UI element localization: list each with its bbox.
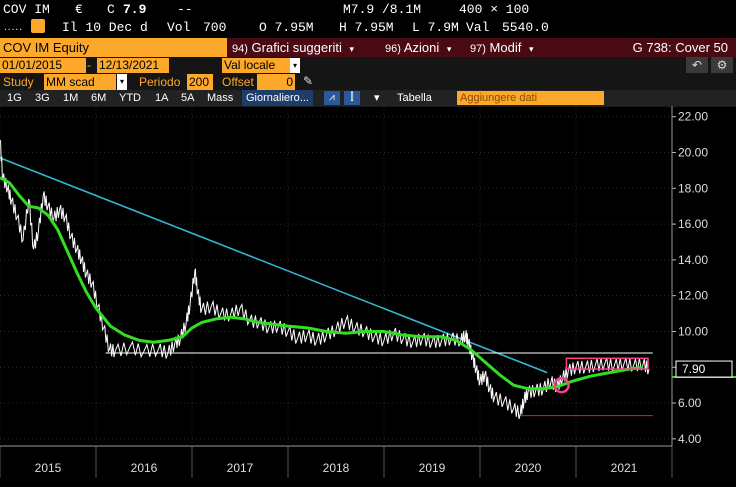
caret-down-icon: ▾ (528, 44, 534, 54)
tab-3g[interactable]: 3G (35, 92, 50, 104)
menu-number: 97) (470, 43, 486, 55)
x-tick-label: 2018 (323, 461, 350, 475)
quote-line: COV IM € C 7.9 -- M7.9 /8.1M 400 × 100 (0, 0, 736, 18)
ticker: COV IM (3, 2, 50, 17)
y-tick-label: 14.00 (678, 253, 708, 267)
y-tick-label: 16.00 (678, 217, 708, 231)
menu-number: 94) (232, 43, 248, 55)
price-series (0, 139, 650, 420)
bid-ask-size: 400 × 100 (459, 2, 530, 17)
frequency-label: Giornaliero (246, 92, 300, 104)
x-tick-label: 2020 (515, 461, 542, 475)
tab-ytd[interactable]: YTD (119, 92, 141, 104)
start-date-field[interactable]: 01/01/2015 (0, 58, 86, 73)
quote-detail-line: ..... Il 10 Dec d Vol 700 O 7.95M H 7.95… (0, 18, 736, 36)
y-tick-label: 12.00 (678, 289, 708, 303)
security-field[interactable]: COV IM Equity (0, 38, 227, 57)
pen-icon[interactable]: ✎ (303, 74, 314, 88)
y-axis: 22.0020.0018.0016.0014.0012.0010.008.006… (671, 106, 736, 446)
change: -- (177, 2, 193, 17)
chevron-down-icon[interactable]: ▾ (117, 74, 127, 90)
x-tick-label: 2017 (227, 461, 254, 475)
x-tick-label: 2019 (419, 461, 446, 475)
bar-chart-icon[interactable]: ⫿ (344, 91, 360, 105)
tab-1m[interactable]: 1M (63, 92, 79, 104)
price-line (0, 139, 650, 420)
period-label: Periodo (139, 75, 181, 89)
low-value: L 7.9M (412, 20, 459, 35)
high-value: H 7.95M (339, 20, 394, 35)
line-chart-icon[interactable]: ⩘ (324, 91, 340, 105)
end-date-field[interactable]: 12/13/2021 (97, 58, 169, 73)
y-tick-label: 4.00 (678, 432, 702, 446)
tab-6m[interactable]: 6M (91, 92, 107, 104)
grid (0, 106, 672, 446)
title-bar: COV IM Equity 94) Grafici suggeriti ▾ 96… (0, 38, 736, 57)
last-value-box (675, 360, 733, 378)
y-tick-label: 10.00 (678, 324, 708, 338)
dots: ..... (3, 24, 23, 33)
menu-modif[interactable]: 97) Modif ▾ (470, 38, 533, 57)
menu-label: Modif (489, 40, 522, 55)
ticker-status-icon (31, 19, 45, 33)
menu-label: Grafici suggeriti (251, 40, 342, 55)
open-value: O 7.95M (259, 20, 314, 35)
menu-number: 96) (385, 43, 401, 55)
study-select[interactable]: MM scad (44, 74, 116, 90)
period-tabs: 1G 3G 1M 6M YTD 1A 5A Mass Giornaliero..… (0, 90, 736, 106)
last-price: 7.9 (123, 2, 147, 17)
val-label: Val (466, 20, 490, 35)
chart-type-dropdown[interactable]: ▾ (374, 92, 380, 104)
period-input[interactable]: 200 (187, 74, 213, 90)
x-tick-label: 2016 (131, 461, 158, 475)
x-tick-label: 2015 (35, 461, 62, 475)
caret-down-icon: ▾ (446, 44, 452, 54)
caret-down-icon: ▾ (349, 44, 354, 54)
tab-mass[interactable]: Mass (207, 92, 234, 104)
currency-select[interactable]: Val locale (222, 58, 290, 73)
last-prefix: C (107, 2, 115, 17)
vol-label: Vol (167, 20, 191, 35)
bid-ask: M7.9 /8.1M (343, 2, 422, 17)
study-bar: Study MM scad ▾ Periodo 200 Offset 0 ✎ (0, 74, 736, 90)
tab-5a[interactable]: 5A (181, 92, 195, 104)
menu-label: Azioni (403, 40, 440, 55)
breakout-marker (553, 376, 570, 394)
date-label: Il 10 Dec d (62, 20, 148, 35)
y-tick-label: 18.00 (678, 181, 708, 195)
study-label: Study (3, 75, 34, 89)
tab-1a[interactable]: 1A (155, 92, 169, 104)
undo-icon[interactable]: ↶ (686, 57, 708, 73)
annotations (553, 357, 649, 394)
vol-value: 700 (203, 20, 227, 35)
moving-average-series (0, 176, 644, 391)
moving-average-line (0, 176, 644, 391)
y-tick-label: 20.00 (678, 146, 708, 160)
settings-icon[interactable]: ⚙ (711, 57, 733, 73)
offset-input[interactable]: 0 (257, 74, 295, 90)
x-tick-label: 2021 (611, 461, 638, 475)
ellipsis: ... (299, 92, 309, 104)
chevron-down-icon[interactable]: ▾ (290, 58, 300, 73)
frequency-select[interactable]: Giornaliero... (242, 90, 313, 106)
menu-azioni[interactable]: 96) Azioni ▾ (385, 38, 451, 57)
x-axis: 2015 2016 2017 2018 2019 2020 2021 (0, 445, 673, 478)
offset-label: Offset (222, 75, 254, 89)
y-tick-label: 22.00 (678, 110, 708, 124)
last-value-label: 7.90 (682, 362, 706, 376)
date-range-bar: 01/01/2015 - 12/13/2021 Val locale ▾ ↶ ⚙ (0, 57, 736, 74)
range-dash: - (87, 58, 91, 72)
add-data-input[interactable]: Aggiungere dati (457, 91, 604, 105)
price-chart[interactable]: 22.0020.0018.0016.0014.0012.0010.008.006… (0, 106, 736, 487)
y-tick-label: 6.00 (678, 396, 702, 410)
resistance-box (565, 357, 649, 370)
function-label: G 738: Cover 50 (632, 40, 728, 55)
currency-symbol: € (75, 2, 83, 17)
menu-grafici-suggeriti[interactable]: 94) Grafici suggeriti ▾ (232, 38, 354, 57)
table-button[interactable]: Tabella (397, 92, 432, 104)
val-value: 5540.0 (502, 20, 549, 35)
tab-1g[interactable]: 1G (7, 92, 22, 104)
